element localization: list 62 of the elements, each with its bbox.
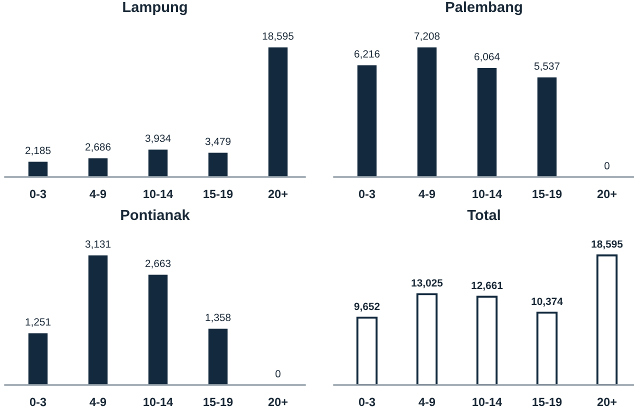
data-label: 3,479 bbox=[205, 138, 231, 146]
data-label: 3,934 bbox=[145, 134, 171, 144]
bar bbox=[476, 296, 498, 385]
data-label: 0 bbox=[604, 162, 610, 170]
data-label: 1,251 bbox=[26, 318, 51, 327]
chart-title: Palembang bbox=[446, 1, 522, 16]
x-tick-label: 0-3 bbox=[30, 190, 46, 198]
data-label: 2,663 bbox=[145, 260, 171, 268]
bar bbox=[148, 150, 168, 177]
data-label: 1,358 bbox=[206, 314, 231, 322]
x-tick-label: 10-14 bbox=[144, 190, 174, 198]
data-label: 3,131 bbox=[85, 240, 111, 249]
data-label: 10,374 bbox=[532, 298, 563, 307]
bar bbox=[148, 274, 168, 385]
bar bbox=[88, 255, 108, 385]
bar bbox=[477, 68, 497, 177]
x-tick-label: 15-19 bbox=[532, 398, 562, 406]
x-tick-label: 0-3 bbox=[358, 190, 376, 198]
bar bbox=[537, 77, 557, 177]
bar bbox=[416, 293, 438, 385]
bar bbox=[28, 333, 48, 385]
x-tick-label: 10-14 bbox=[472, 190, 502, 198]
data-label: 6,064 bbox=[474, 52, 500, 62]
data-label: 18,595 bbox=[592, 240, 623, 250]
bar bbox=[356, 316, 378, 385]
data-label: 7,208 bbox=[414, 32, 440, 41]
x-tick-label: 4-9 bbox=[418, 190, 436, 198]
x-tick-label: 15-19 bbox=[532, 190, 562, 198]
x-tick-label: 0-3 bbox=[358, 398, 376, 406]
x-tick-label: 10-14 bbox=[472, 398, 502, 406]
x-tick-label: 15-19 bbox=[204, 190, 233, 198]
chart-title: Total bbox=[467, 209, 500, 220]
bar bbox=[208, 328, 228, 385]
x-tick-label: 0-3 bbox=[30, 398, 46, 406]
bar bbox=[88, 158, 108, 177]
data-label: 0 bbox=[276, 370, 280, 378]
bar bbox=[536, 312, 558, 385]
bar bbox=[357, 65, 377, 177]
data-label: 18,595 bbox=[262, 32, 294, 41]
chart-title: Lampung bbox=[123, 2, 187, 16]
chart-title: Pontianak bbox=[121, 209, 190, 220]
bar bbox=[28, 162, 48, 177]
x-tick-label: 15-19 bbox=[204, 398, 233, 406]
data-label: 6,216 bbox=[354, 50, 380, 59]
x-tick-label: 20+ bbox=[597, 190, 617, 198]
data-label: 12,661 bbox=[472, 282, 503, 291]
data-label: 5,537 bbox=[534, 62, 560, 72]
bar bbox=[417, 47, 437, 177]
x-tick-label: 20+ bbox=[597, 398, 617, 406]
x-tick-label: 20+ bbox=[268, 398, 288, 406]
data-label: 2,185 bbox=[25, 146, 51, 156]
bar bbox=[208, 152, 228, 177]
data-label: 13,025 bbox=[412, 279, 443, 288]
x-tick-label: 4-9 bbox=[90, 398, 106, 406]
x-tick-label: 10-14 bbox=[144, 398, 174, 406]
x-tick-label: 20+ bbox=[268, 190, 288, 198]
bar bbox=[596, 254, 618, 385]
x-tick-label: 4-9 bbox=[418, 398, 436, 406]
bar bbox=[268, 47, 288, 177]
data-label: 9,652 bbox=[354, 302, 380, 312]
x-tick-label: 4-9 bbox=[90, 190, 106, 198]
data-label: 2,686 bbox=[85, 143, 111, 152]
